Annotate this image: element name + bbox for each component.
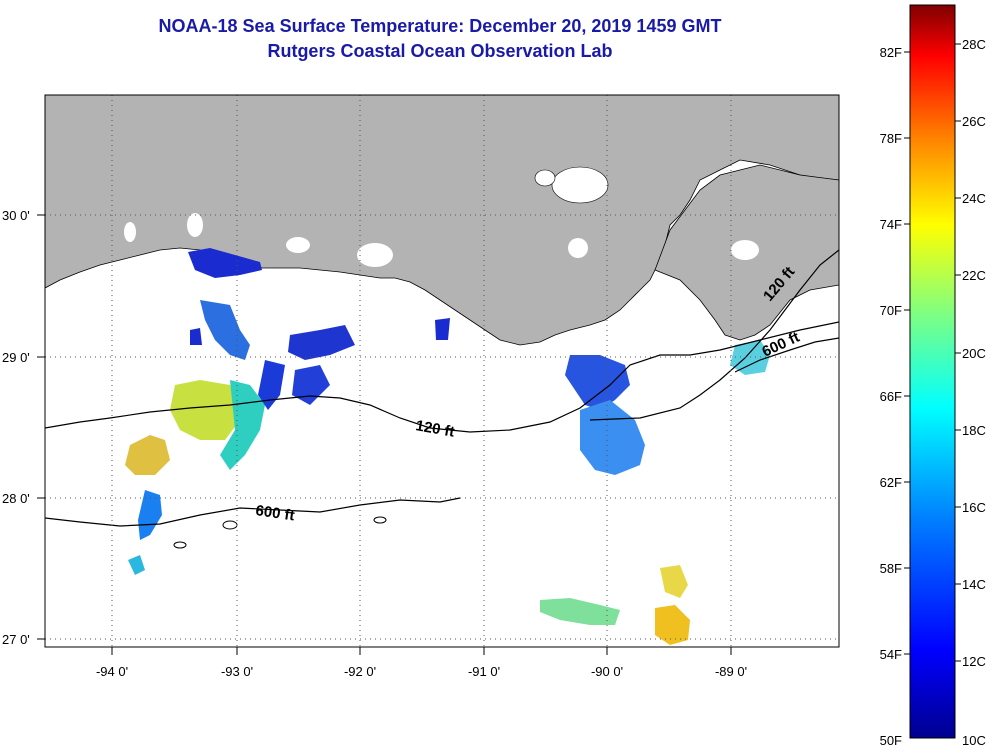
- lake-white: [357, 243, 393, 267]
- colorbar-f-label: 50F: [880, 733, 902, 748]
- colorbar-f-label: 66F: [880, 389, 902, 404]
- map-subtitle: Rutgers Coastal Ocean Observation Lab: [267, 41, 613, 61]
- x-tick-label: -93 0': [221, 664, 253, 679]
- land-mass: [45, 95, 839, 346]
- colorbar-c-label: 26C: [962, 114, 986, 129]
- contour-label-600: 600 ft: [254, 502, 295, 524]
- colorbar-c-label: 28C: [962, 37, 986, 52]
- colorbar-c-label: 22C: [962, 268, 986, 283]
- colorbar-c-label: 18C: [962, 423, 986, 438]
- colorbar: [909, 4, 956, 739]
- lake-maurepas: [534, 169, 556, 187]
- contour-ring: [173, 541, 187, 549]
- grid-lines: [45, 95, 839, 647]
- map-frame: [44, 94, 840, 648]
- colorbar-f-label: 82F: [880, 45, 902, 60]
- contour-label-120: 120 ft: [414, 417, 456, 441]
- colorbar-f-label: 78F: [880, 131, 902, 146]
- contour-120ft-east: [589, 249, 839, 421]
- colorbar-ticks: [904, 43, 961, 662]
- lake-pontchartrain: [551, 166, 609, 204]
- contour-120ft: [45, 321, 839, 433]
- colorbar-c-label: 24C: [962, 191, 986, 206]
- colorbar-f-label: 74F: [880, 217, 902, 232]
- contour-600ft-east: [734, 337, 839, 373]
- colorbar-c-label: 20C: [962, 346, 986, 361]
- y-tick-label: 30 0': [2, 208, 30, 223]
- lake-sabine: [187, 213, 203, 237]
- lake-salvador: [568, 238, 588, 258]
- map-title: NOAA-18 Sea Surface Temperature: Decembe…: [158, 16, 722, 36]
- lake-borgne: [731, 240, 759, 260]
- contour-ring: [373, 516, 387, 524]
- colorbar-c-label: 14C: [962, 577, 986, 592]
- y-tick-label: 28 0': [2, 491, 30, 506]
- y-tick-label: 29 0': [2, 350, 30, 365]
- x-tick-label: -92 0': [344, 664, 376, 679]
- lake-calcasieu: [286, 237, 310, 253]
- colorbar-f-label: 58F: [880, 561, 902, 576]
- x-tick-label: -89 0': [715, 664, 747, 679]
- x-tick-label: -94 0': [96, 664, 128, 679]
- colorbar-c-label: 16C: [962, 500, 986, 515]
- x-tick-label: -91 0': [468, 664, 500, 679]
- colorbar-f-label: 54F: [880, 647, 902, 662]
- colorbar-c-label: 12C: [962, 654, 986, 669]
- contour-600ft: [45, 497, 461, 527]
- axis-ticks: [37, 214, 732, 655]
- colorbar-f-label: 70F: [880, 303, 902, 318]
- y-tick-label: 27 0': [2, 632, 30, 647]
- colorbar-f-label: 62F: [880, 475, 902, 490]
- x-tick-label: -90 0': [591, 664, 623, 679]
- colorbar-c-label: 10C: [962, 733, 986, 748]
- lake-east-bay: [124, 222, 136, 242]
